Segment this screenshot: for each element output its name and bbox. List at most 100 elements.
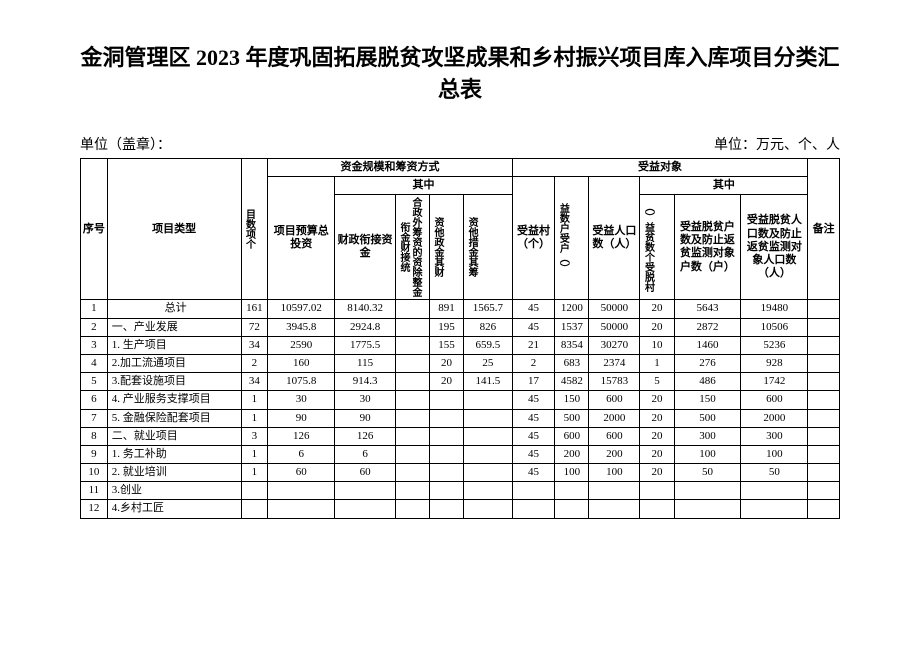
cell-oth2 [464, 482, 513, 500]
cell-budget: 90 [268, 409, 335, 427]
th-budget: 项目预算总投资 [268, 177, 335, 300]
cell-seq: 6 [81, 391, 108, 409]
cell-ph: 486 [674, 373, 741, 391]
th-oth2: 资他措金其筹 [464, 195, 513, 300]
cell-note [808, 464, 840, 482]
cell-int [395, 427, 429, 445]
cell-pp: 50 [741, 464, 808, 482]
page-title: 金洞管理区 2023 年度巩固拓展脱贫攻坚成果和乡村振兴项目库入库项目分类汇总表 [80, 40, 840, 104]
cell-oth2: 1565.7 [464, 300, 513, 318]
cell-vil: 2 [512, 354, 555, 372]
cell-pp: 2000 [741, 409, 808, 427]
cell-note [808, 354, 840, 372]
cell-ph: 276 [674, 354, 741, 372]
table-row: 31. 生产项目3425901775.5155659.5218354302701… [81, 336, 840, 354]
cell-note [808, 409, 840, 427]
cell-count: 3 [241, 427, 268, 445]
cell-int [395, 354, 429, 372]
cell-oth2 [464, 445, 513, 463]
cell-vil: 45 [512, 409, 555, 427]
cell-int [395, 391, 429, 409]
cell-count: 161 [241, 300, 268, 318]
table-row: 42.加工流通项目21601152025268323741276928 [81, 354, 840, 372]
cell-oth2 [464, 500, 513, 518]
cell-oth1: 891 [430, 300, 464, 318]
cell-fin: 8140.32 [335, 300, 396, 318]
cell-seq: 7 [81, 409, 108, 427]
cell-budget: 126 [268, 427, 335, 445]
cell-seq: 12 [81, 500, 108, 518]
cell-pop [589, 500, 640, 518]
cell-oth1: 195 [430, 318, 464, 336]
cell-type: 1. 务工补助 [107, 445, 241, 463]
cell-pv: 20 [640, 445, 674, 463]
cell-vil [512, 482, 555, 500]
cell-hh: 1200 [555, 300, 589, 318]
cell-pv: 20 [640, 300, 674, 318]
cell-pv: 20 [640, 409, 674, 427]
table-row: 124.乡村工匠 [81, 500, 840, 518]
cell-seq: 3 [81, 336, 108, 354]
cell-count: 72 [241, 318, 268, 336]
th-count: 目数项个 [241, 159, 268, 300]
cell-hh [555, 482, 589, 500]
cell-type: 一、产业发展 [107, 318, 241, 336]
cell-pv [640, 500, 674, 518]
cell-budget: 1075.8 [268, 373, 335, 391]
cell-oth2: 25 [464, 354, 513, 372]
cell-int [395, 500, 429, 518]
cell-budget: 30 [268, 391, 335, 409]
cell-fin [335, 500, 396, 518]
cell-count: 1 [241, 409, 268, 427]
table-row: 64. 产业服务支撑项目130304515060020150600 [81, 391, 840, 409]
cell-hh: 683 [555, 354, 589, 372]
cell-oth1 [430, 409, 464, 427]
cell-vil: 45 [512, 300, 555, 318]
cell-ph [674, 500, 741, 518]
cell-pv: 20 [640, 464, 674, 482]
cell-int [395, 318, 429, 336]
cell-oth1: 155 [430, 336, 464, 354]
cell-type: 5. 金融保险配套项目 [107, 409, 241, 427]
th-fin: 财政衔接资金 [335, 195, 396, 300]
cell-pp [741, 482, 808, 500]
cell-budget: 60 [268, 464, 335, 482]
table-row: 113.创业 [81, 482, 840, 500]
cell-oth1 [430, 464, 464, 482]
cell-type: 4.乡村工匠 [107, 500, 241, 518]
cell-oth2 [464, 464, 513, 482]
cell-vil: 45 [512, 445, 555, 463]
table-row: 1总计16110597.028140.328911565.74512005000… [81, 300, 840, 318]
cell-type: 4. 产业服务支撑项目 [107, 391, 241, 409]
cell-note [808, 427, 840, 445]
cell-seq: 11 [81, 482, 108, 500]
summary-table: 序号 项目类型 目数项个 资金规模和筹资方式 受益对象 备注 项目预算总投资 其… [80, 158, 840, 519]
unit-row: 单位（盖章）： 单位：万元、个、人 [80, 134, 840, 154]
cell-oth2: 659.5 [464, 336, 513, 354]
cell-note [808, 318, 840, 336]
cell-fin [335, 482, 396, 500]
cell-note [808, 500, 840, 518]
cell-budget [268, 482, 335, 500]
cell-seq: 1 [81, 300, 108, 318]
cell-budget: 6 [268, 445, 335, 463]
cell-pop: 600 [589, 391, 640, 409]
table-body: 1总计16110597.028140.328911565.74512005000… [81, 300, 840, 518]
th-seq: 序号 [81, 159, 108, 300]
cell-pop: 2374 [589, 354, 640, 372]
cell-seq: 4 [81, 354, 108, 372]
cell-oth2 [464, 427, 513, 445]
cell-note [808, 336, 840, 354]
cell-pop: 2000 [589, 409, 640, 427]
th-pp: 受益脱贫人口数及防止返贫监测对象人口数（人） [741, 195, 808, 300]
cell-hh: 500 [555, 409, 589, 427]
th-qizhong-1: 其中 [335, 177, 513, 195]
cell-pp [741, 500, 808, 518]
cell-type: 2. 就业培训 [107, 464, 241, 482]
cell-oth1 [430, 482, 464, 500]
cell-oth1: 20 [430, 354, 464, 372]
cell-pp: 19480 [741, 300, 808, 318]
cell-seq: 10 [81, 464, 108, 482]
cell-fin: 914.3 [335, 373, 396, 391]
cell-ph: 150 [674, 391, 741, 409]
